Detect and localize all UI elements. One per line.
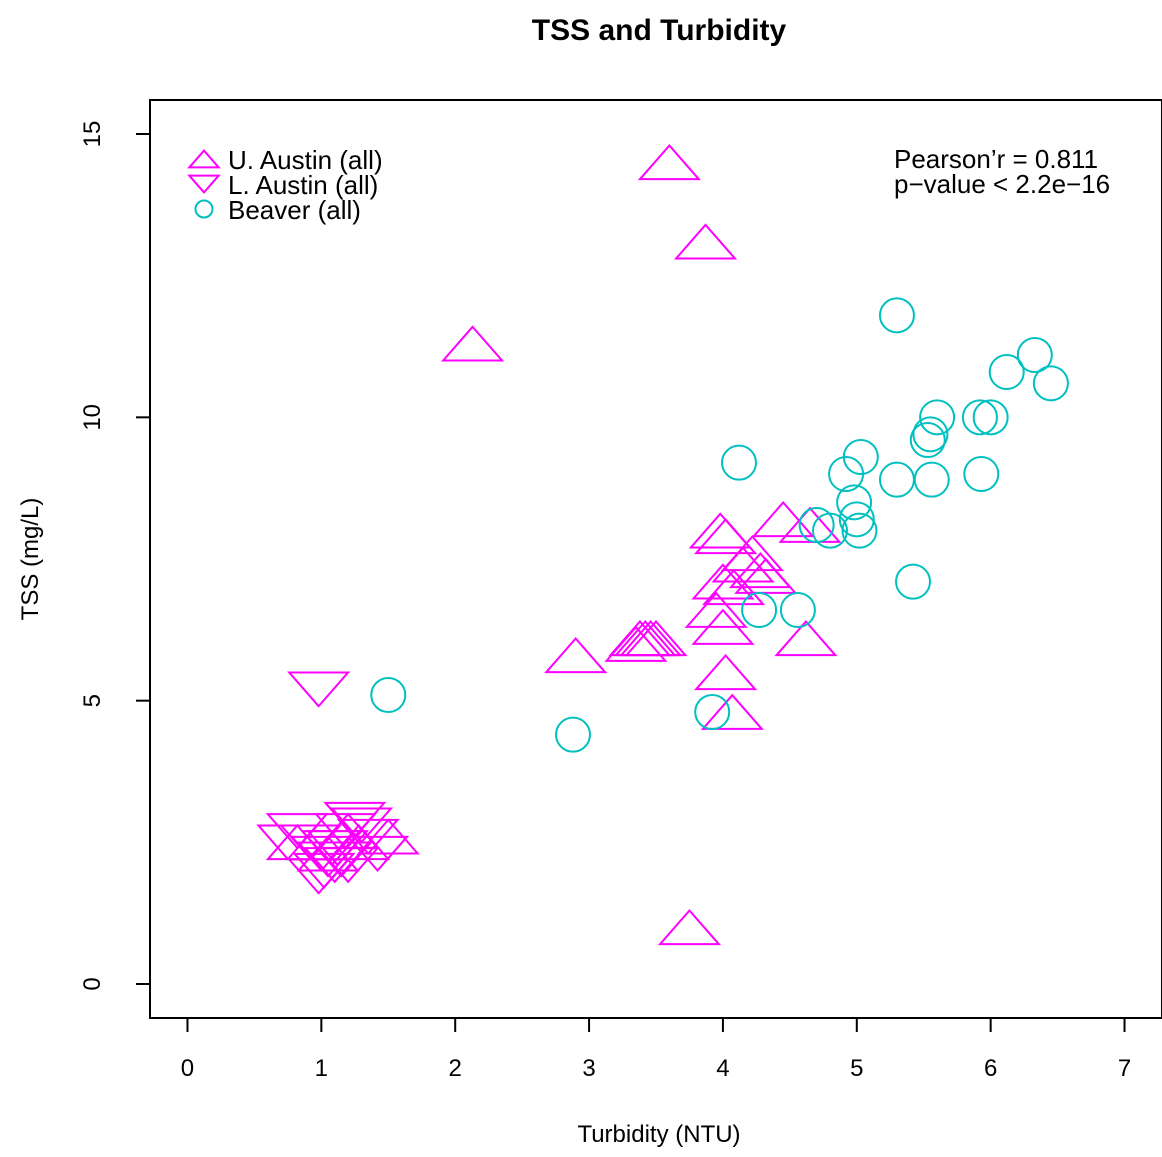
legend: U. Austin (all)L. Austin (all)Beaver (al… [187,145,383,225]
plot-frame [149,99,1162,1019]
triangle-up-point [691,563,755,600]
legend-marker [194,199,214,219]
y-axis: 0 5 10 15 [79,121,151,991]
x-axis-label: Turbidity (NTU) [577,1121,740,1148]
triangle-down-point [313,813,378,850]
triangle-up-point [624,619,688,657]
circle-point [895,563,932,600]
series-1 [256,671,410,895]
triangle-up-point [544,636,608,674]
y-tick-label: 10 [79,404,106,431]
triangle-up-point [637,143,701,181]
stats-annotation-line: p−value < 2.2e−16 [894,169,1110,199]
series-0 [265,143,842,946]
triangle-up-point [778,506,842,543]
triangle-down-point [329,807,394,844]
x-tick-label: 6 [984,1055,997,1082]
circle-point [961,399,998,436]
circle-point [779,592,816,628]
circle-point [838,501,875,538]
series-2 [370,297,1069,753]
triangle-down-point [316,847,380,884]
triangle-up-point [700,693,764,730]
circle-point [988,354,1025,390]
circle-point [841,512,878,549]
circle-point [370,677,407,713]
circle-point [720,444,757,481]
triangle-down-point [256,824,320,861]
x-tick-label: 7 [1118,1055,1131,1082]
triangle-up-point [684,591,748,628]
triangle-up-point [734,557,798,594]
legend-marker [187,149,221,169]
circle-point [798,507,835,543]
x-tick-label: 2 [449,1055,462,1082]
triangle-down-point [287,858,351,895]
triangle-up-point [693,653,758,691]
triangle-up-point [751,500,815,538]
triangle-up-point [673,223,738,260]
triangle-up-point [688,512,752,549]
circle-point [909,422,946,458]
circle-point [913,461,950,498]
y-tick-label: 5 [79,694,106,707]
legend-label: L. Austin (all) [228,170,378,200]
circle-point [836,484,873,521]
x-axis: 0 1 2 3 4 5 6 7 [181,1017,1131,1082]
triangle-up-point [691,608,755,645]
triangle-up-point [774,619,838,657]
circle-point [919,399,956,436]
stats-annotation-line: Pearson’r = 0.811 [894,144,1098,174]
circle-point [972,399,1009,436]
circle-point [878,297,915,334]
y-axis-label: TSS (mg/L) [17,498,44,621]
circle-point [555,716,592,753]
x-tick-label: 1 [315,1055,328,1082]
triangle-up-point [693,517,758,555]
legend-marker [187,174,221,194]
legend-label: Beaver (all) [228,195,361,225]
circle-point [828,456,865,492]
circle-point [1032,365,1069,402]
y-tick-label: 15 [79,121,106,148]
circle-point [741,592,778,628]
triangle-down-point [287,671,351,708]
x-tick-label: 3 [582,1055,595,1082]
triangle-up-point [702,568,766,606]
chart-title: TSS and Turbidity [532,14,787,47]
circle-point [912,416,949,453]
circle-point [694,694,731,730]
y-tick-label: 0 [79,977,106,990]
x-tick-label: 5 [850,1055,863,1082]
triangle-up-point [657,908,722,946]
x-tick-label: 0 [181,1055,194,1082]
legend-label: U. Austin (all) [228,145,383,175]
x-tick-label: 4 [716,1055,729,1082]
circle-point [963,456,1000,492]
circle-point [878,461,915,498]
triangle-up-point [440,325,505,362]
circle-point [1016,337,1053,373]
triangle-down-point [345,835,410,873]
data-points [256,143,1069,946]
